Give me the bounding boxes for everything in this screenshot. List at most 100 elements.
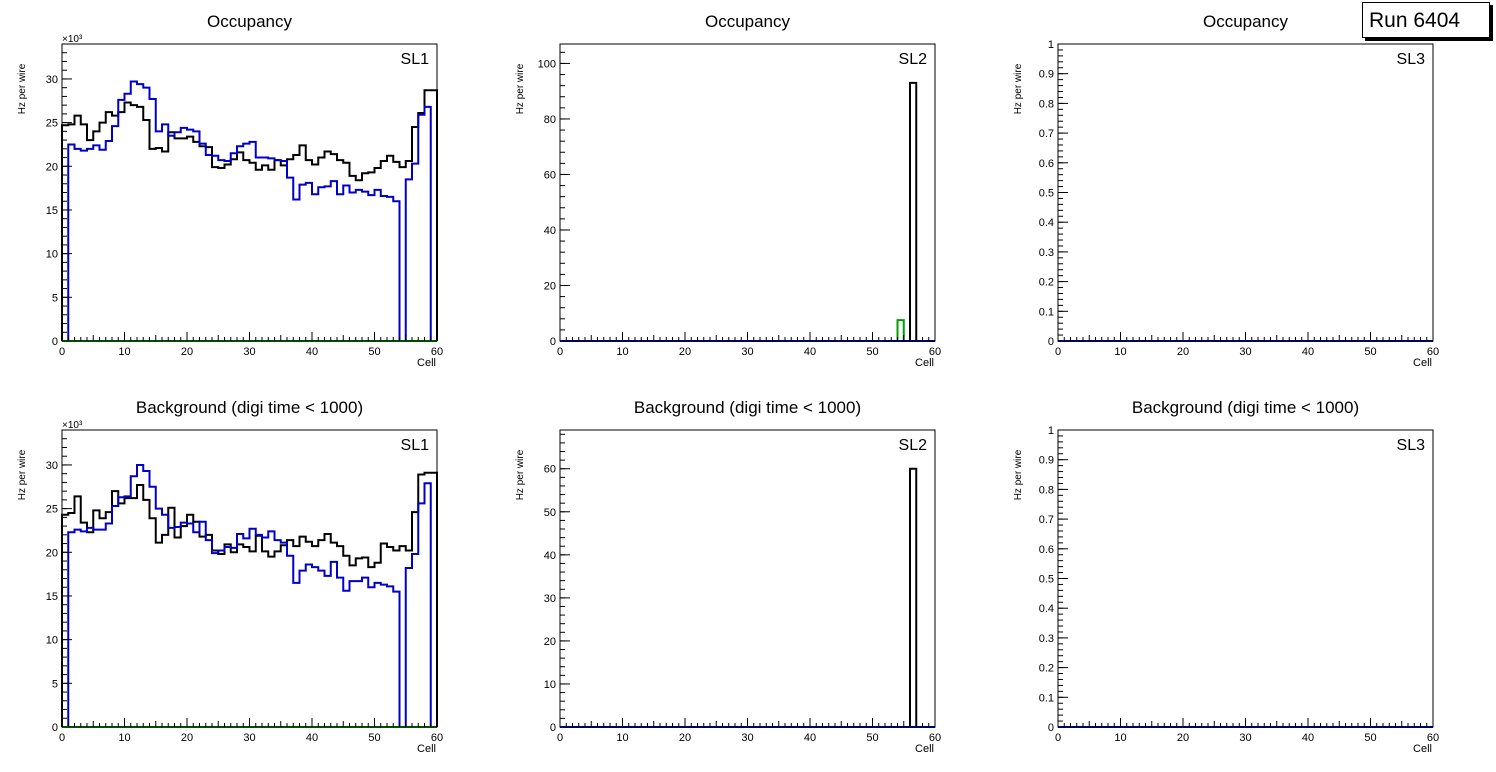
- y-tick-label: 0: [550, 722, 556, 734]
- x-tick-label: 20: [181, 732, 193, 744]
- superlayer-label: SL1: [401, 437, 430, 454]
- panel-title: Background (digi time < 1000): [1132, 398, 1359, 417]
- y-tick-label: 0: [1048, 336, 1054, 348]
- y-tick-label: 0.6: [1039, 544, 1054, 556]
- x-tick-label: 50: [368, 346, 380, 358]
- panel-title: Background (digi time < 1000): [634, 398, 861, 417]
- y-tick-label: 30: [46, 74, 58, 86]
- x-tick-label: 0: [557, 732, 563, 744]
- y-tick-label: 20: [46, 161, 58, 173]
- superlayer-label: SL2: [899, 51, 928, 68]
- y-tick-label: 0: [52, 336, 58, 348]
- plot-frame: [559, 43, 936, 342]
- x-axis-label: Cell: [915, 357, 934, 369]
- series-black-step-line: [61, 89, 438, 341]
- x-tick-label: 20: [1177, 346, 1189, 358]
- y-tick-label: 100: [538, 58, 556, 70]
- run-number-label: Run 6404: [1362, 2, 1490, 38]
- x-tick-label: 60: [1427, 732, 1439, 744]
- y-tick-label: 80: [544, 114, 556, 126]
- y-tick-label: 0.4: [1039, 603, 1054, 615]
- histogram-panel-6: Background (digi time < 1000)0 10 20 30 40 50…: [1013, 398, 1439, 755]
- y-tick-label: 0.9: [1039, 455, 1054, 467]
- x-tick-label: 20: [679, 732, 691, 744]
- y-tick-label: 20: [46, 547, 58, 559]
- x-axis-label: Cell: [417, 357, 436, 369]
- x-tick-label: 10: [1114, 732, 1126, 744]
- histogram-panel-4: Background (digi time < 1000)0 10 20 30 40 50…: [17, 398, 443, 755]
- y-tick-label: 5: [52, 678, 58, 690]
- x-tick-label: 0: [59, 346, 65, 358]
- y-tick-label: 0.7: [1039, 514, 1054, 526]
- x-tick-label: 30: [741, 346, 753, 358]
- y-tick-label: 0.5: [1039, 188, 1054, 200]
- x-tick-label: 30: [243, 732, 255, 744]
- superlayer-label: SL2: [899, 437, 928, 454]
- x-tick-label: 40: [804, 732, 816, 744]
- y-tick-label: 0: [1048, 722, 1054, 734]
- plot-frame: [1057, 429, 1434, 728]
- x-tick-label: 10: [616, 732, 628, 744]
- y-exponent-label: ×10³: [62, 420, 83, 431]
- y-axis-label: Hz per wire: [1013, 449, 1024, 500]
- x-axis-label: Cell: [915, 743, 934, 755]
- y-tick-label: 30: [544, 593, 556, 605]
- panel-title: Occupancy: [705, 12, 791, 31]
- y-tick-label: 0.7: [1039, 128, 1054, 140]
- y-tick-label: 30: [46, 460, 58, 472]
- y-tick-label: 0: [52, 722, 58, 734]
- x-tick-label: 60: [431, 732, 443, 744]
- y-tick-label: 0.8: [1039, 484, 1054, 496]
- y-axis-label: Hz per wire: [17, 449, 28, 500]
- series-black-step-line: [61, 471, 438, 727]
- panel-title: Occupancy: [207, 12, 293, 31]
- panel-title: Occupancy: [1203, 12, 1289, 31]
- y-tick-label: 0.3: [1039, 633, 1054, 645]
- x-tick-label: 40: [1302, 732, 1314, 744]
- y-axis-label: Hz per wire: [515, 449, 526, 500]
- y-tick-label: 0.5: [1039, 574, 1054, 586]
- plot-frame: [61, 429, 438, 728]
- x-tick-label: 50: [1364, 732, 1376, 744]
- x-tick-label: 50: [368, 732, 380, 744]
- x-tick-label: 30: [243, 346, 255, 358]
- x-tick-label: 60: [1427, 346, 1439, 358]
- x-tick-label: 40: [1302, 346, 1314, 358]
- y-tick-label: 15: [46, 205, 58, 217]
- y-tick-label: 1: [1048, 425, 1054, 437]
- y-tick-label: 0.1: [1039, 306, 1054, 318]
- x-tick-label: 40: [804, 346, 816, 358]
- x-tick-label: 50: [866, 732, 878, 744]
- y-tick-label: 10: [46, 249, 58, 261]
- superlayer-label: SL3: [1397, 51, 1426, 68]
- x-tick-label: 30: [1239, 346, 1251, 358]
- y-axis-label: Hz per wire: [515, 63, 526, 114]
- y-tick-label: 10: [544, 679, 556, 691]
- x-axis-label: Cell: [417, 743, 436, 755]
- x-tick-label: 10: [118, 732, 130, 744]
- y-tick-label: 5: [52, 292, 58, 304]
- y-tick-label: 20: [544, 636, 556, 648]
- y-tick-label: 0.9: [1039, 69, 1054, 81]
- x-tick-label: 10: [118, 346, 130, 358]
- y-axis-label: Hz per wire: [1013, 63, 1024, 114]
- x-tick-label: 10: [1114, 346, 1126, 358]
- y-tick-label: 40: [544, 225, 556, 237]
- x-tick-label: 0: [1055, 346, 1061, 358]
- series-blue-step-line: [62, 463, 437, 728]
- y-tick-label: 25: [46, 504, 58, 516]
- x-axis-label: Cell: [1413, 743, 1432, 755]
- y-tick-label: 0.4: [1039, 217, 1054, 229]
- x-tick-label: 0: [1055, 732, 1061, 744]
- y-tick-label: 0.3: [1039, 247, 1054, 259]
- y-tick-label: 40: [544, 550, 556, 562]
- y-tick-label: 60: [544, 169, 556, 181]
- y-exponent-label: ×10³: [62, 34, 83, 45]
- x-tick-label: 60: [929, 732, 941, 744]
- x-tick-label: 20: [679, 346, 691, 358]
- x-tick-label: 50: [1364, 346, 1376, 358]
